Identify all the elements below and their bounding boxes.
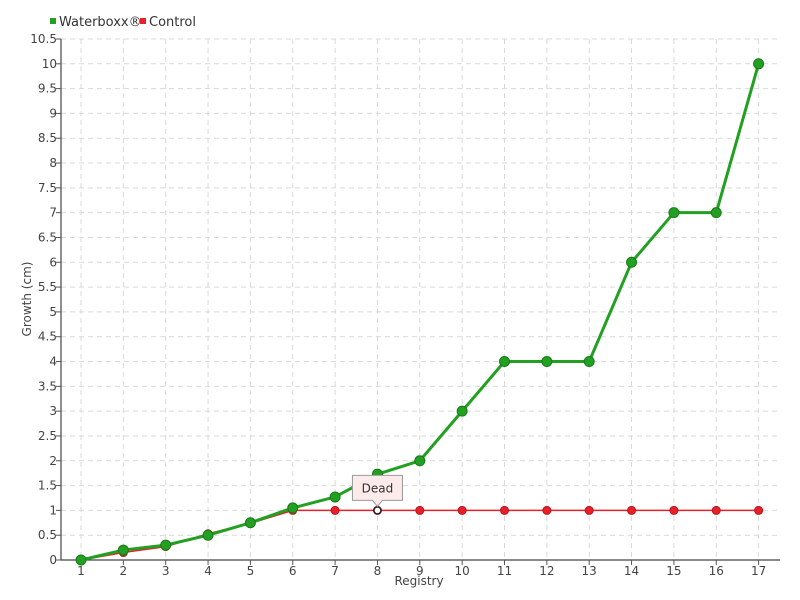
x-tick-label: 9 xyxy=(416,564,424,578)
x-tick-label: 6 xyxy=(289,564,297,578)
data-point-waterboxx[interactable] xyxy=(244,517,256,529)
x-tick-label: 3 xyxy=(162,564,170,578)
data-point-control[interactable] xyxy=(711,505,721,515)
x-tick-label: 7 xyxy=(331,564,339,578)
x-tick-label: 4 xyxy=(204,564,212,578)
y-tick-label: 2 xyxy=(49,454,57,468)
grid-lines xyxy=(61,38,780,560)
data-point-waterboxx[interactable] xyxy=(668,207,680,219)
chart-legend[interactable]: Waterboxx® Control xyxy=(50,15,196,30)
data-point-waterboxx[interactable] xyxy=(626,256,638,268)
y-tick-label: 0.5 xyxy=(38,528,57,542)
legend-marker-control xyxy=(140,18,146,24)
y-tick-label: 6 xyxy=(49,255,57,269)
data-point-waterboxx[interactable] xyxy=(710,207,722,219)
data-point-control[interactable] xyxy=(754,505,764,515)
y-tick-label: 3 xyxy=(49,404,57,418)
data-point-control[interactable] xyxy=(457,505,467,515)
y-tick-label: 3.5 xyxy=(38,379,57,393)
data-point-waterboxx[interactable] xyxy=(414,455,426,467)
legend-label-control[interactable]: Control xyxy=(149,15,196,30)
y-tick-label: 2.5 xyxy=(38,429,57,443)
y-tick-label: 9.5 xyxy=(38,82,57,96)
data-point-waterboxx[interactable] xyxy=(329,491,341,503)
y-tick-label: 5.5 xyxy=(38,280,57,294)
data-point-waterboxx[interactable] xyxy=(456,405,468,417)
y-tick-label: 1.5 xyxy=(38,479,57,493)
x-tick-label: 2 xyxy=(120,564,128,578)
data-point-waterboxx[interactable] xyxy=(202,529,214,541)
annotation-tooltip: Dead xyxy=(351,474,403,508)
legend-label-waterboxx[interactable]: Waterboxx® xyxy=(59,15,142,30)
annotation-layer: Dead xyxy=(351,474,403,515)
data-point-control[interactable] xyxy=(542,505,552,515)
series-waterboxx xyxy=(75,58,765,566)
data-point-waterboxx[interactable] xyxy=(160,539,172,551)
y-tick-label: 4.5 xyxy=(38,330,57,344)
x-axis-ticks: 1 2 3 4 5 6 7 8 9 10 11 12 13 14 15 16 17 xyxy=(77,560,766,578)
data-point-control[interactable] xyxy=(330,505,340,515)
y-tick-label: 1 xyxy=(49,503,57,517)
y-tick-label: 4 xyxy=(49,355,57,369)
data-point-control[interactable] xyxy=(584,505,594,515)
axes xyxy=(60,39,780,561)
y-axis-ticks: 0 0.5 1 1.5 2 2.5 3 3.5 4 4.5 5 5.5 6 6.5 7 7.5 8 8.5 9 9.5… xyxy=(30,32,61,567)
annotation-text: Dead xyxy=(362,481,394,495)
series-layer xyxy=(75,58,765,566)
y-tick-label: 8 xyxy=(49,156,57,170)
data-point-control[interactable] xyxy=(669,505,679,515)
y-tick-label: 9 xyxy=(49,106,57,120)
data-point-waterboxx[interactable] xyxy=(75,554,87,566)
data-point-control[interactable] xyxy=(627,505,637,515)
x-tick-label: 5 xyxy=(247,564,255,578)
y-tick-label: 7.5 xyxy=(38,181,57,195)
y-tick-label: 5 xyxy=(49,305,57,319)
data-point-waterboxx[interactable] xyxy=(753,58,765,70)
y-tick-label: 6.5 xyxy=(38,230,57,244)
y-tick-label: 7 xyxy=(49,206,57,220)
data-point-waterboxx[interactable] xyxy=(583,356,595,368)
x-tick-label: 13 xyxy=(582,564,597,578)
data-point-waterboxx[interactable] xyxy=(541,356,553,368)
x-tick-label: 8 xyxy=(374,564,382,578)
data-point-control[interactable] xyxy=(500,505,509,515)
x-tick-label: 12 xyxy=(539,564,554,578)
x-tick-label: 11 xyxy=(497,564,512,578)
annotation-tooltip-box xyxy=(351,474,403,508)
x-tick-label: 15 xyxy=(666,564,681,578)
y-tick-label: 0 xyxy=(49,553,57,567)
y-tick-label: 8.5 xyxy=(38,131,57,145)
x-tick-label: 1 xyxy=(77,564,85,578)
data-point-control[interactable] xyxy=(415,505,425,515)
x-tick-label: 16 xyxy=(709,564,724,578)
x-tick-label: 10 xyxy=(455,564,470,578)
y-tick-label: 10.5 xyxy=(30,32,57,46)
x-tick-label: 17 xyxy=(751,564,766,578)
data-point-waterboxx[interactable] xyxy=(499,356,510,368)
x-axis-title: Registry xyxy=(394,574,443,588)
legend-marker-waterboxx xyxy=(50,18,56,24)
y-axis-title: Growth (cm) xyxy=(20,262,34,337)
y-tick-label: 10 xyxy=(42,57,57,71)
x-tick-label: 14 xyxy=(624,564,639,578)
annotation-marker[interactable] xyxy=(373,506,382,515)
data-point-waterboxx[interactable] xyxy=(287,502,299,514)
data-point-waterboxx[interactable] xyxy=(117,544,129,556)
